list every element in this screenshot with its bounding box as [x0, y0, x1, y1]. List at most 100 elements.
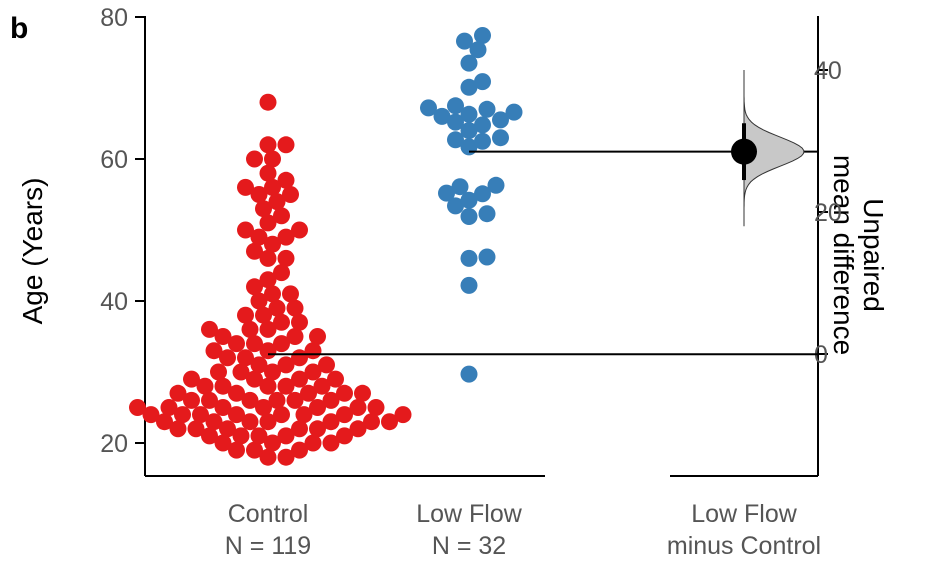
control-point	[205, 342, 223, 360]
control-point	[214, 377, 232, 395]
left-tick-label: 60	[100, 146, 128, 174]
right-y-axis	[670, 16, 819, 477]
low-flow-point	[447, 97, 464, 115]
panel-label: b	[10, 12, 28, 45]
control-point	[246, 242, 263, 260]
low-flow-point	[460, 78, 478, 96]
low-flow-point	[460, 208, 478, 225]
control-point	[228, 406, 245, 424]
control-point	[169, 420, 187, 438]
control-point	[291, 221, 308, 239]
control-point	[349, 420, 367, 438]
bootstrap-distribution	[743, 70, 805, 227]
low-flow-point	[447, 131, 464, 149]
control-point	[322, 391, 340, 409]
control-point	[183, 391, 200, 409]
control-point	[291, 441, 308, 459]
control-point	[174, 406, 191, 424]
mean-difference-point	[731, 138, 757, 165]
control-point	[201, 320, 218, 338]
low-flow-count: N = 32	[432, 532, 506, 560]
control-point	[241, 391, 259, 409]
control-point	[196, 377, 214, 395]
control-point	[300, 384, 317, 402]
control-point	[246, 370, 263, 388]
control-point	[246, 278, 263, 296]
control-point	[268, 299, 286, 317]
low-flow-point	[460, 122, 478, 140]
low-flow-point	[474, 132, 491, 150]
low-flow-point	[438, 184, 455, 202]
control-point	[219, 420, 236, 438]
control-point	[277, 249, 295, 267]
control-point	[228, 441, 245, 459]
control-point	[277, 136, 295, 154]
right-tick-label: 20	[814, 199, 842, 227]
low-flow-point	[469, 41, 487, 59]
low-flow-point	[492, 129, 509, 147]
control-point	[318, 356, 335, 374]
control-point	[259, 413, 277, 431]
control-point	[264, 434, 281, 452]
control-point	[367, 399, 385, 416]
control-point	[237, 178, 254, 196]
control-point	[201, 391, 218, 409]
control-point	[304, 434, 322, 452]
effect-size-estimate	[731, 70, 805, 227]
control-point	[219, 349, 236, 367]
low-flow-point	[447, 197, 464, 215]
control-point	[336, 384, 353, 402]
low-flow-points	[420, 27, 523, 383]
control-point	[237, 349, 254, 367]
control-point	[232, 363, 250, 381]
control-point	[205, 413, 223, 431]
low-flow-point	[460, 249, 478, 267]
control-point	[192, 406, 209, 424]
control-point	[309, 420, 326, 438]
low-flow-point	[474, 185, 491, 203]
control-point	[277, 171, 295, 189]
effect-label-minus: minus Control	[667, 532, 821, 560]
control-point	[214, 328, 232, 345]
y-axis-title: Age (Years)	[17, 178, 48, 325]
low-flow-point	[478, 248, 496, 266]
control-point	[304, 363, 322, 381]
control-point	[273, 264, 290, 282]
control-point	[273, 207, 290, 225]
control-point	[169, 384, 187, 402]
low-flow-point	[474, 73, 491, 91]
control-point	[237, 306, 254, 324]
control-point	[327, 370, 344, 388]
control-point	[129, 399, 146, 416]
low-flow-point	[420, 99, 437, 117]
control-point	[264, 363, 281, 381]
control-point	[286, 328, 304, 345]
control-point	[210, 363, 227, 381]
control-point	[273, 313, 290, 331]
control-point	[291, 420, 308, 438]
control-point	[228, 384, 245, 402]
control-point	[295, 406, 313, 424]
control-point	[259, 136, 277, 154]
control-point	[142, 406, 160, 424]
control-point	[349, 399, 367, 416]
effect-label: Low Flow	[691, 500, 798, 528]
control-label: Control	[228, 500, 309, 528]
control-point	[255, 200, 272, 218]
control-point	[246, 441, 263, 459]
control-point	[282, 285, 299, 303]
control-point	[250, 186, 268, 203]
control-point	[241, 320, 259, 338]
control-point	[381, 413, 398, 431]
control-point	[241, 413, 259, 431]
low-flow-point	[460, 365, 478, 383]
control-point	[259, 271, 277, 289]
control-point	[250, 228, 268, 246]
right-axis-title-line2: mean difference	[828, 155, 859, 355]
control-point	[309, 328, 326, 345]
low-flow-point	[460, 276, 478, 294]
right-ticks: 0 20 40	[814, 57, 842, 369]
control-point	[250, 427, 268, 445]
control-count: N = 119	[225, 532, 311, 560]
control-point	[201, 427, 218, 445]
